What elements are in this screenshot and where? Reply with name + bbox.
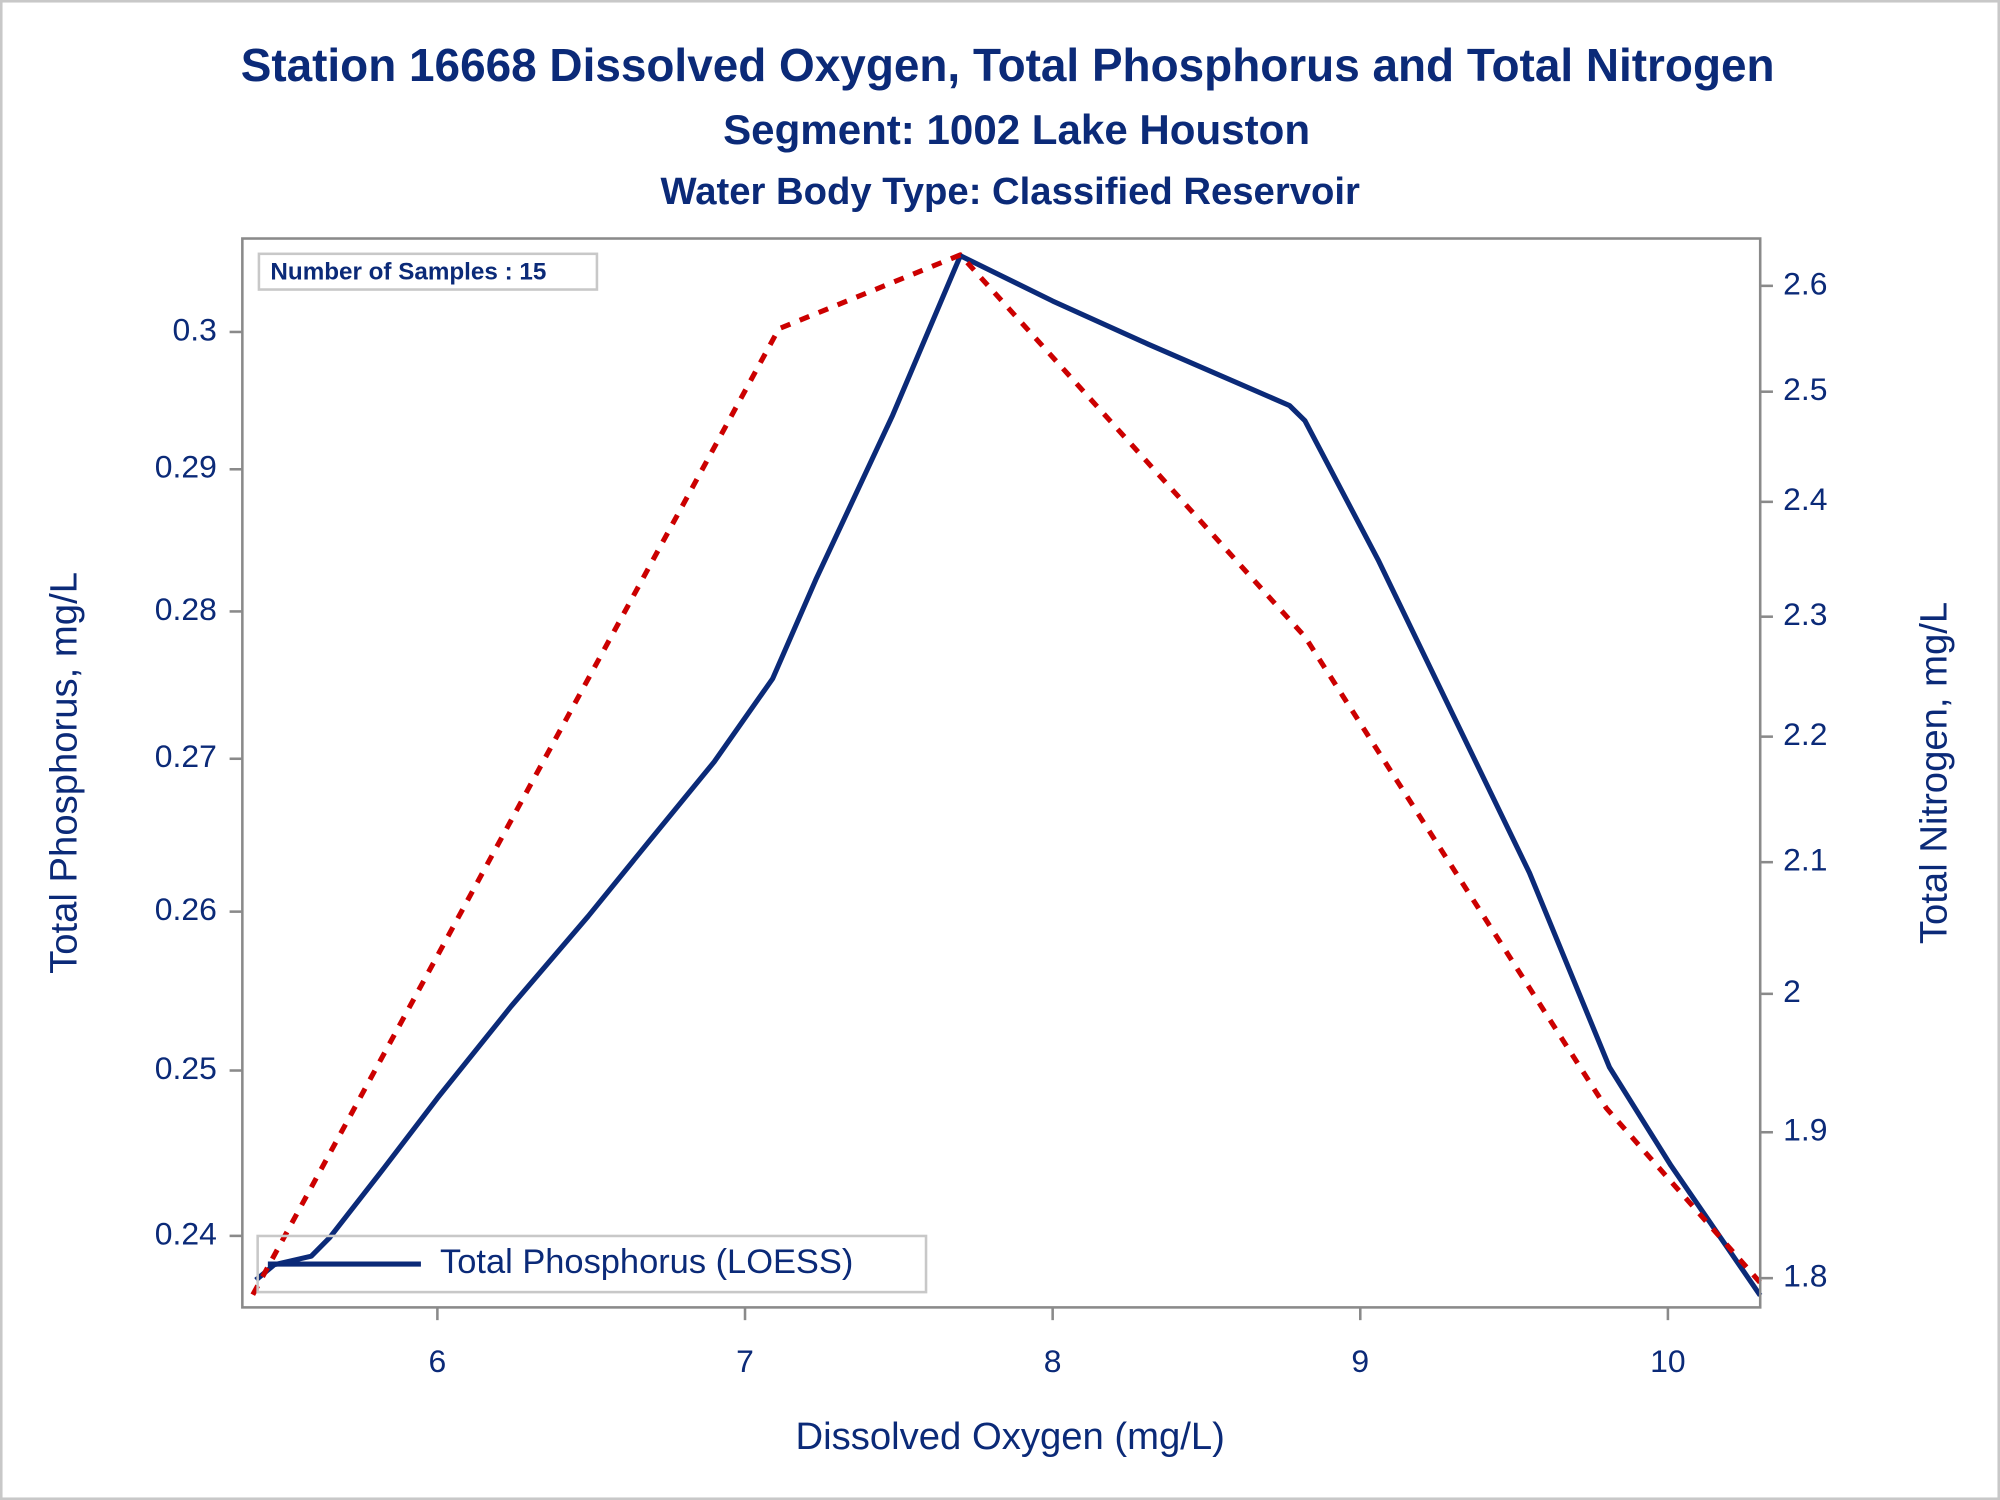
data-line [250, 252, 1763, 1296]
x-tick-label: 8 [1044, 1343, 1062, 1379]
chart-subtitle: Water Body Type: Classified Reservoir [661, 170, 1360, 213]
y2-tick-label: 2.1 [1783, 842, 1827, 878]
y2-axis-label: Total Nitrogen, mg/L [1912, 602, 1955, 944]
y-tick-label: 0.27 [155, 738, 217, 774]
y2-tick-label: 1.8 [1783, 1258, 1827, 1294]
annotation: Number of Samples : 15 [270, 258, 546, 285]
y-tick-label: 0.28 [155, 591, 217, 627]
y2-tick-label: 2.5 [1783, 371, 1827, 407]
x-tick-label: 9 [1351, 1343, 1369, 1379]
annotation-box [257, 252, 599, 291]
y-axis-label: Total Phosphorus, mg/L [42, 572, 85, 974]
x-tick-label: 10 [1650, 1343, 1685, 1379]
chart-subtitle: Segment: 1002 Lake Houston [723, 106, 1310, 153]
chart-title: Station 16668 Dissolved Oxygen, Total Ph… [241, 39, 1775, 91]
y-tick-label: 0.29 [155, 449, 217, 485]
y2-tick-label: 2.2 [1783, 716, 1827, 752]
x-tick-label: 7 [736, 1343, 754, 1379]
y-tick-label: 0.3 [173, 311, 217, 347]
y2-tick-label: 2 [1783, 973, 1801, 1009]
y-tick-label: 0.25 [155, 1050, 217, 1086]
data-line [254, 253, 1763, 1297]
plot-frame [241, 237, 1762, 1309]
y2-tick-label: 2.3 [1783, 596, 1827, 632]
legend-label: Total Phosphorus (LOESS) [440, 1243, 853, 1281]
x-tick-label: 6 [429, 1343, 447, 1379]
y2-tick-label: 2.4 [1783, 481, 1827, 517]
y-tick-label: 0.24 [155, 1215, 217, 1251]
y-tick-label: 0.26 [155, 891, 217, 927]
y2-tick-label: 2.6 [1783, 265, 1827, 301]
x-axis-label: Dissolved Oxygen (mg/L) [796, 1415, 1225, 1458]
y2-tick-label: 1.9 [1783, 1112, 1827, 1148]
legend-box [256, 1234, 928, 1294]
